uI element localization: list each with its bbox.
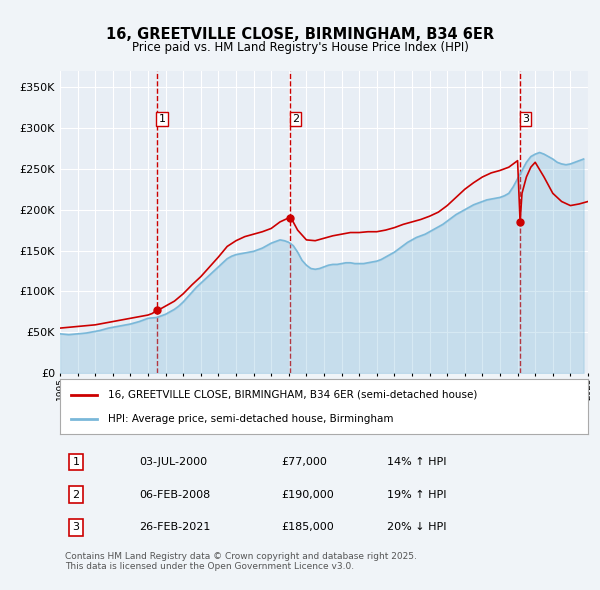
- Text: £190,000: £190,000: [282, 490, 335, 500]
- Text: HPI: Average price, semi-detached house, Birmingham: HPI: Average price, semi-detached house,…: [107, 414, 393, 424]
- Text: 2: 2: [292, 114, 299, 124]
- Text: 19% ↑ HPI: 19% ↑ HPI: [388, 490, 447, 500]
- Text: 06-FEB-2008: 06-FEB-2008: [139, 490, 211, 500]
- Text: 3: 3: [522, 114, 529, 124]
- Text: 16, GREETVILLE CLOSE, BIRMINGHAM, B34 6ER: 16, GREETVILLE CLOSE, BIRMINGHAM, B34 6E…: [106, 27, 494, 41]
- Text: 1: 1: [158, 114, 166, 124]
- Text: 03-JUL-2000: 03-JUL-2000: [139, 457, 208, 467]
- Text: 26-FEB-2021: 26-FEB-2021: [139, 522, 211, 532]
- Text: 16, GREETVILLE CLOSE, BIRMINGHAM, B34 6ER (semi-detached house): 16, GREETVILLE CLOSE, BIRMINGHAM, B34 6E…: [107, 389, 477, 399]
- Text: 3: 3: [73, 522, 79, 532]
- Text: 14% ↑ HPI: 14% ↑ HPI: [388, 457, 447, 467]
- Text: Contains HM Land Registry data © Crown copyright and database right 2025.
This d: Contains HM Land Registry data © Crown c…: [65, 552, 417, 571]
- Text: £185,000: £185,000: [282, 522, 335, 532]
- Text: 2: 2: [72, 490, 79, 500]
- Text: £77,000: £77,000: [282, 457, 328, 467]
- Text: 20% ↓ HPI: 20% ↓ HPI: [388, 522, 447, 532]
- Text: Price paid vs. HM Land Registry's House Price Index (HPI): Price paid vs. HM Land Registry's House …: [131, 41, 469, 54]
- Text: 1: 1: [73, 457, 79, 467]
